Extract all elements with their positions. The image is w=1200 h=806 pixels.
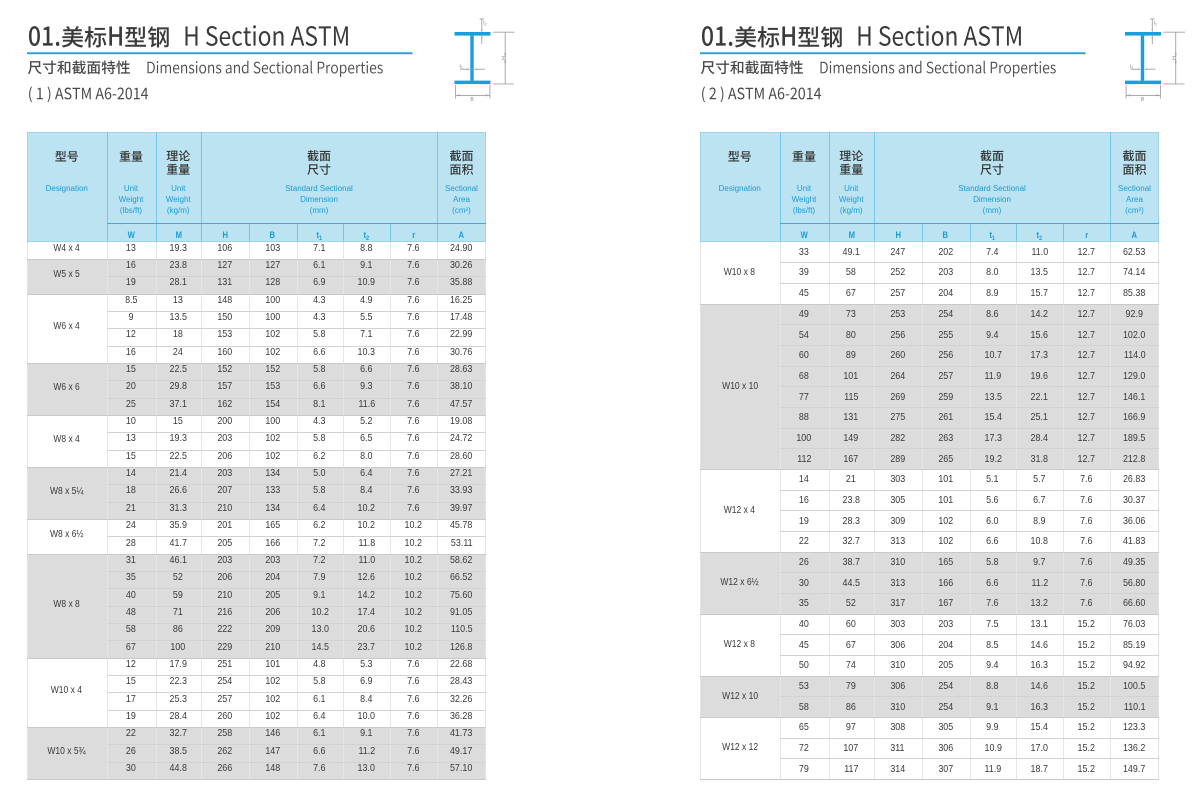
svg-text:t1: t1 [1130,64,1133,70]
svg-text:t2: t2 [483,21,486,27]
svg-text:t2: t2 [1154,21,1157,27]
svg-text:t1: t1 [460,64,463,70]
svg-text:B: B [470,97,474,103]
svg-text:B: B [1141,97,1145,103]
svg-text:H: H [500,56,506,60]
svg-text:H: H [1170,56,1176,60]
